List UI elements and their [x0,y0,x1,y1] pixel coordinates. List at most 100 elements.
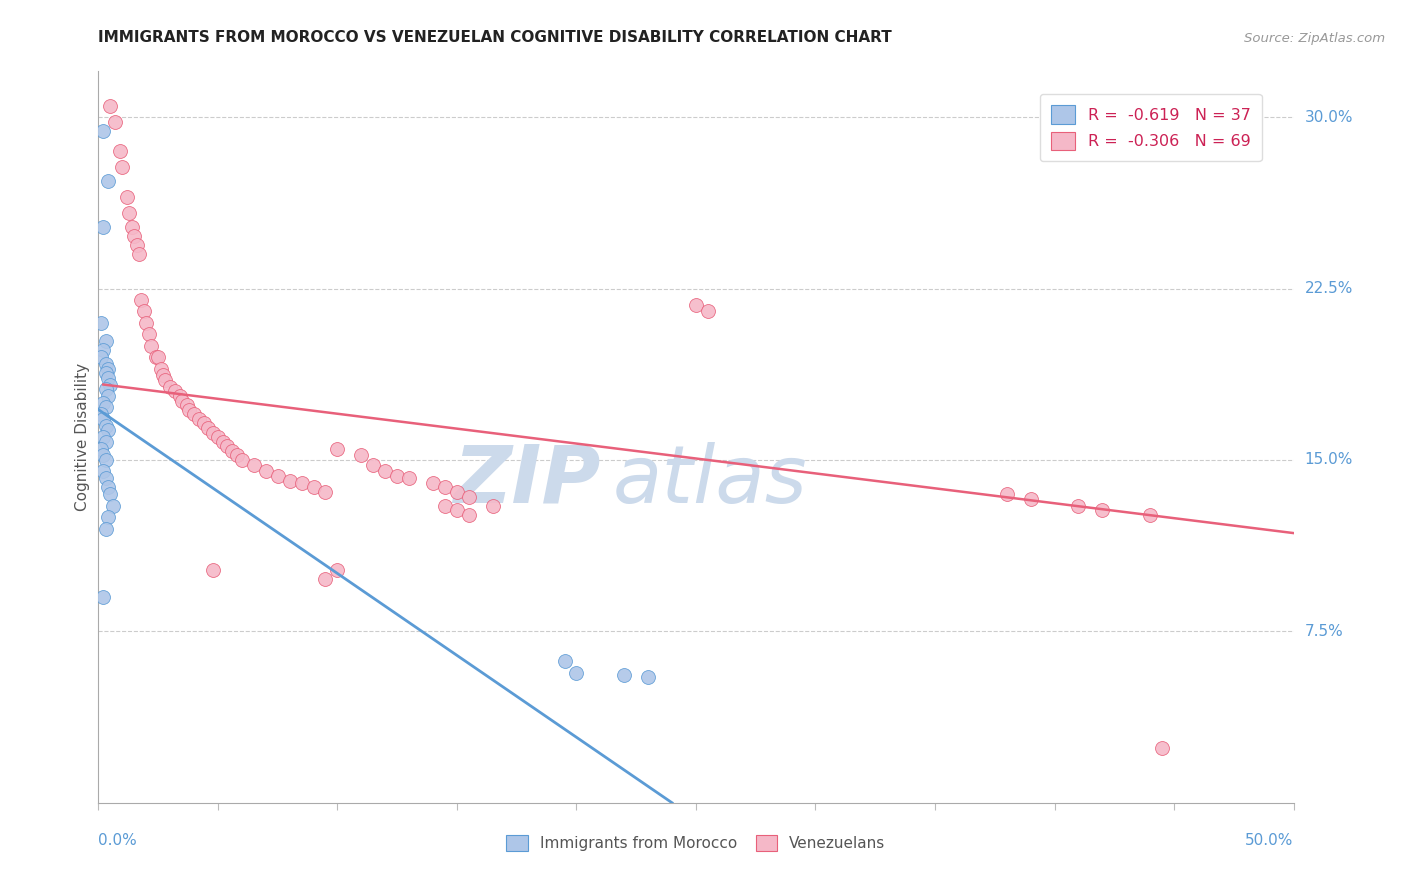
Point [554,654,576,668]
Point [637,670,659,684]
Point [125,238,148,252]
Point [221,443,243,458]
Point [111,161,134,175]
Point [94,366,117,380]
Point [97,370,120,384]
Point [91,449,114,463]
Point [267,469,290,483]
Point [118,206,141,220]
Point [94,521,117,535]
Point [90,407,112,421]
Point [98,98,122,112]
Text: IMMIGRANTS FROM MOROCCO VS VENEZUELAN COGNITIVE DISABILITY CORRELATION CHART: IMMIGRANTS FROM MOROCCO VS VENEZUELAN CO… [98,29,893,45]
Y-axis label: Cognitive Disability: Cognitive Disability [75,363,90,511]
Point [139,338,162,352]
Point [254,464,277,478]
Point [94,401,117,415]
Point [97,174,120,188]
Point [202,563,225,577]
Point [290,475,312,490]
Point [97,361,120,376]
Point [94,357,117,371]
Point [159,380,181,394]
Point [278,474,301,488]
Point [231,453,253,467]
Point [374,464,396,478]
Point [697,304,720,318]
Point [91,219,114,234]
Point [149,361,172,376]
Point [685,297,707,311]
Point [433,499,456,513]
Point [91,464,114,478]
Point [145,350,167,364]
Point [108,145,131,159]
Point [104,114,127,128]
Point [433,480,456,494]
Point [163,384,186,399]
Point [91,412,114,426]
Point [98,377,122,392]
Point [172,393,194,408]
Point [90,442,112,456]
Point [446,485,468,500]
Point [115,190,138,204]
Point [211,434,233,449]
Point [217,439,239,453]
Point [207,430,229,444]
Point [458,508,481,522]
Point [422,475,444,490]
Point [1091,503,1114,517]
Text: 15.0%: 15.0% [1305,452,1353,467]
Point [91,396,114,410]
Point [97,510,120,524]
Point [91,430,114,444]
Point [138,327,160,342]
Point [131,293,153,307]
Point [350,449,373,463]
Point [91,124,114,138]
Point [243,458,266,472]
Point [132,304,155,318]
Point [315,485,337,500]
Text: 22.5%: 22.5% [1305,281,1353,296]
Point [155,373,177,387]
Text: 0.0%: 0.0% [98,833,138,848]
Point [91,590,114,604]
Point [458,490,481,504]
Point [565,665,588,680]
Point [169,389,191,403]
Point [94,334,117,348]
Point [94,418,117,433]
Point [152,368,174,383]
Point [179,402,201,417]
Point [97,423,120,437]
Point [1150,740,1173,755]
Point [97,389,120,403]
Legend: Immigrants from Morocco, Venezuelans: Immigrants from Morocco, Venezuelans [501,830,891,857]
Point [326,563,349,577]
Text: atlas: atlas [612,442,807,520]
Point [97,480,120,494]
Point [187,412,209,426]
Point [613,667,636,681]
Point [326,442,349,456]
Point [176,398,198,412]
Text: 7.5%: 7.5% [1305,624,1343,639]
Point [101,499,124,513]
Point [1139,508,1161,522]
Point [94,471,117,485]
Point [90,350,112,364]
Point [385,469,409,483]
Point [202,425,225,440]
Point [148,350,170,364]
Point [398,471,420,485]
Text: 50.0%: 50.0% [1246,833,1294,848]
Point [124,228,146,243]
Point [121,219,143,234]
Point [197,421,219,435]
Point [91,343,114,358]
Point [128,247,150,261]
Point [94,382,117,396]
Point [446,503,468,517]
